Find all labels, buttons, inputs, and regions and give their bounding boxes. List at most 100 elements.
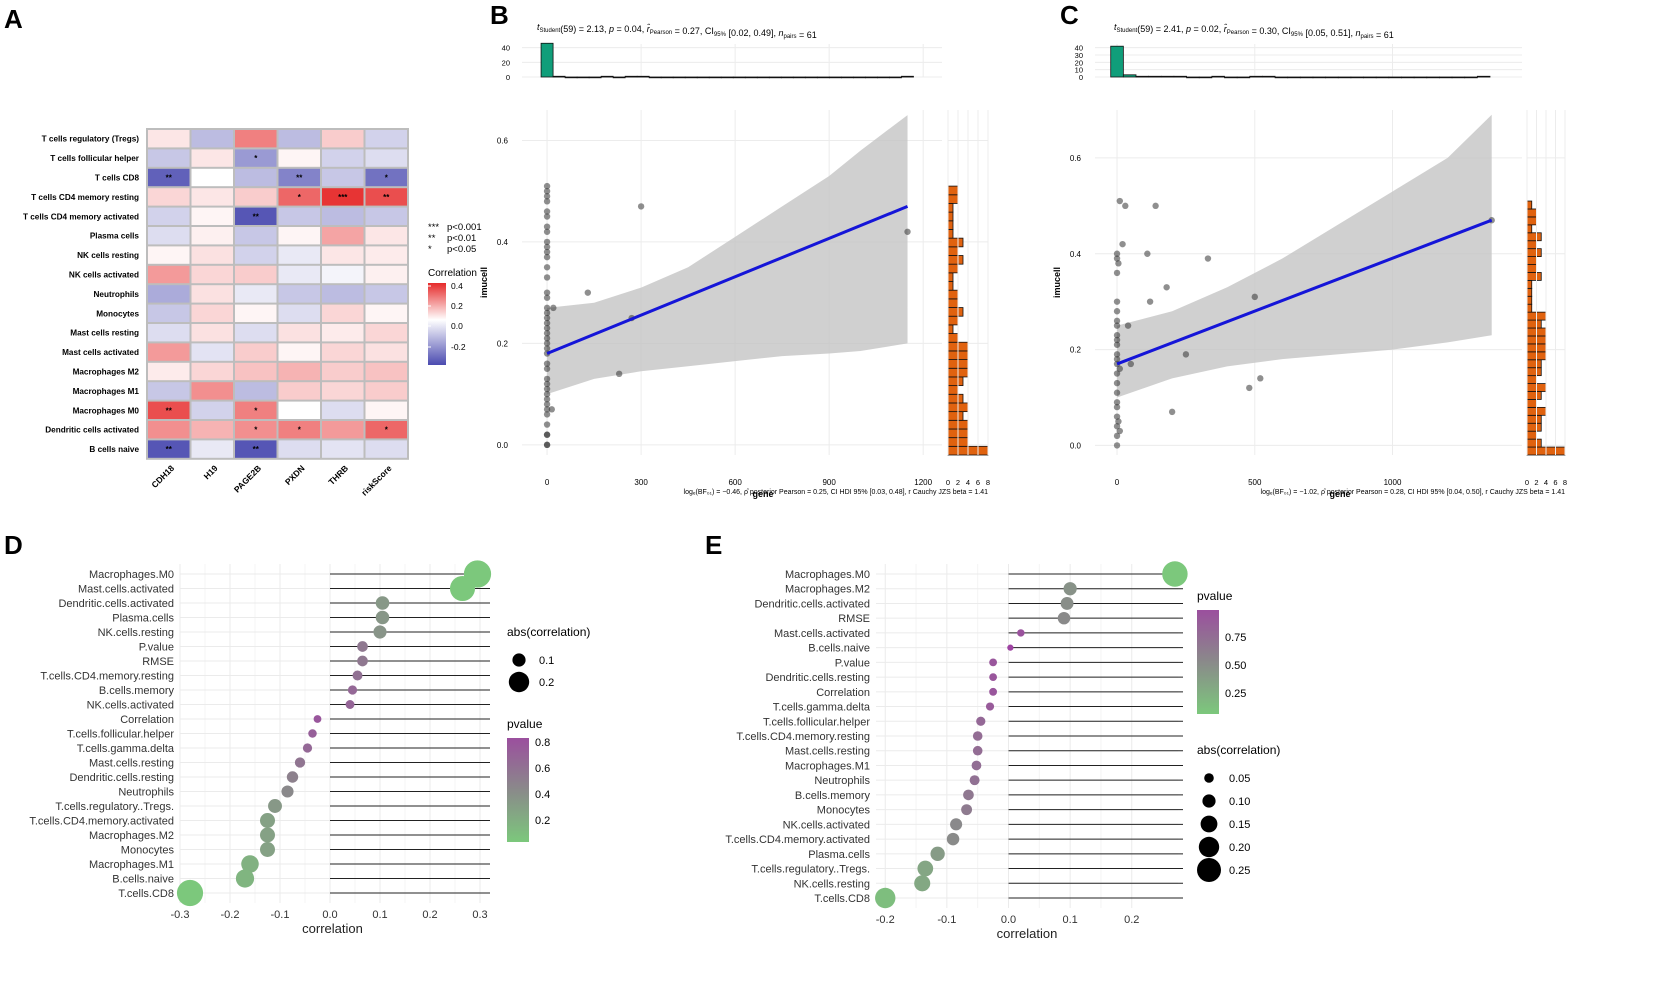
data-point — [1115, 418, 1122, 425]
top-hist-bar — [1299, 76, 1314, 79]
right-hist-bar — [947, 281, 954, 291]
lollipop-label: RMSE — [142, 656, 174, 668]
x-axis-label: correlation — [997, 926, 1058, 941]
right-hist-bar — [1526, 422, 1542, 432]
lollipop-point — [946, 832, 960, 846]
lollipop-label: RMSE — [838, 613, 870, 625]
top-hist-bar — [672, 76, 686, 79]
lollipop-point — [914, 875, 931, 892]
top-hist-bar — [1350, 76, 1364, 79]
subtitle-part: pairs — [1361, 34, 1374, 40]
lollipop-label: Plasma.cells — [112, 613, 174, 625]
top-hist-bar — [1198, 76, 1213, 79]
subtitle-part: = 0.27, CI — [672, 26, 714, 36]
x-tick-label: 0.3 — [472, 909, 487, 921]
data-point — [1113, 322, 1121, 329]
data-point — [1113, 442, 1121, 449]
heatmap-cell — [278, 382, 320, 400]
x-tick-label: 0.1 — [1062, 914, 1077, 926]
panel-label-D: D — [4, 530, 23, 560]
row-label: T cells regulatory (Tregs) — [42, 135, 140, 144]
right-hist-bar — [947, 229, 954, 239]
heatmap-cell — [191, 324, 233, 342]
x-axis-label: gene — [1329, 489, 1350, 499]
top-hist-bar — [1325, 76, 1339, 79]
hist-tick-label: 0 — [1525, 478, 1529, 487]
right-hist-bar — [947, 333, 959, 343]
data-point — [550, 304, 557, 312]
lollipop-point — [971, 760, 982, 771]
top-hist-bar — [865, 76, 878, 79]
right-hist-bar — [947, 203, 954, 213]
right-hist-bar — [1526, 414, 1542, 424]
regression-line — [546, 205, 909, 355]
heatmap-cell — [365, 304, 407, 322]
top-hist-bar — [1451, 76, 1466, 79]
lollipop-label: Neutrophils — [118, 787, 174, 799]
right-hist-bar — [1526, 319, 1542, 329]
lollipop-label: T.cells.gamma.delta — [77, 743, 175, 755]
data-point — [615, 370, 623, 378]
heatmap-panel-A: T cells regulatory (Tregs) T cells follic… — [23, 128, 482, 498]
data-point — [543, 304, 551, 312]
top-hist-bar — [1375, 76, 1390, 79]
data-point — [543, 401, 551, 408]
lollipop-label: T.cells.follicular.helper — [67, 729, 174, 741]
heatmap-cell — [278, 285, 320, 303]
data-point — [1182, 351, 1190, 358]
heatmap-cell — [235, 362, 277, 381]
top-hist-bar — [1236, 76, 1251, 79]
top-hist-bar — [1110, 45, 1124, 78]
right-hist-bar — [1526, 391, 1542, 400]
heatmap-cell — [365, 362, 407, 381]
lollipop-point — [930, 846, 945, 861]
significance-stars: ** — [166, 406, 173, 415]
significance-stars: * — [298, 193, 302, 202]
data-point — [543, 360, 551, 367]
data-point — [543, 182, 551, 190]
lollipop-label: Mast.cells.resting — [785, 746, 870, 758]
data-point — [584, 289, 592, 296]
top-hist-bar — [684, 76, 698, 79]
data-point — [543, 441, 551, 449]
heatmap-cell — [148, 343, 190, 361]
subtitle-part: 95% — [714, 32, 727, 38]
size-legend-dot — [1197, 858, 1221, 882]
row-label: NK cells activated — [69, 271, 139, 280]
top-hist-bar — [1439, 76, 1453, 79]
panel-label-B: B — [490, 0, 509, 30]
lollipop-point — [357, 655, 368, 667]
data-point — [543, 213, 551, 220]
hist-tick-label: 40 — [1075, 44, 1083, 53]
subtitle-part: (59) = 2.41, — [1137, 24, 1186, 34]
heatmap-cell — [235, 401, 277, 419]
lollipop-point — [268, 799, 282, 813]
heatmap-cell — [148, 362, 190, 381]
y-tick-label: 0.6 — [497, 136, 509, 145]
data-point — [1113, 403, 1121, 411]
sig-legend-stars: * — [428, 244, 432, 255]
lollipop-label: T.cells.CD4.memory.resting — [40, 671, 174, 683]
lollipop-label: T.cells.CD4.memory.resting — [736, 731, 870, 743]
y-tick-label: 0.6 — [1070, 154, 1082, 163]
hist-tick-label: 0 — [506, 73, 510, 82]
subtitle-part: [0.05, 0.51], — [1303, 28, 1356, 38]
right-hist-bar — [947, 263, 959, 274]
subtitle-part: r̂ — [647, 23, 651, 34]
x-tick-label: -0.1 — [271, 909, 290, 921]
heatmap-cell — [191, 149, 233, 167]
significance-stars: * — [254, 406, 258, 415]
row-label: Macrophages M1 — [73, 387, 140, 396]
significance-stars: ** — [296, 174, 303, 183]
sig-legend-text: p<0.01 — [447, 233, 476, 244]
col-label: riskScore — [359, 463, 394, 498]
significance-stars: * — [254, 426, 258, 435]
data-point — [543, 345, 551, 352]
data-point — [543, 380, 551, 388]
size-legend-label: 0.25 — [1229, 865, 1250, 877]
top-hist-bar — [612, 76, 626, 79]
right-hist-bar — [947, 315, 959, 326]
lollipop-label: Macrophages.M2 — [89, 830, 174, 842]
stats-subtitle: tStudent(59) = 2.13, p = 0.04, r̂Pearson… — [537, 22, 817, 40]
heatmap-cell — [235, 324, 277, 342]
